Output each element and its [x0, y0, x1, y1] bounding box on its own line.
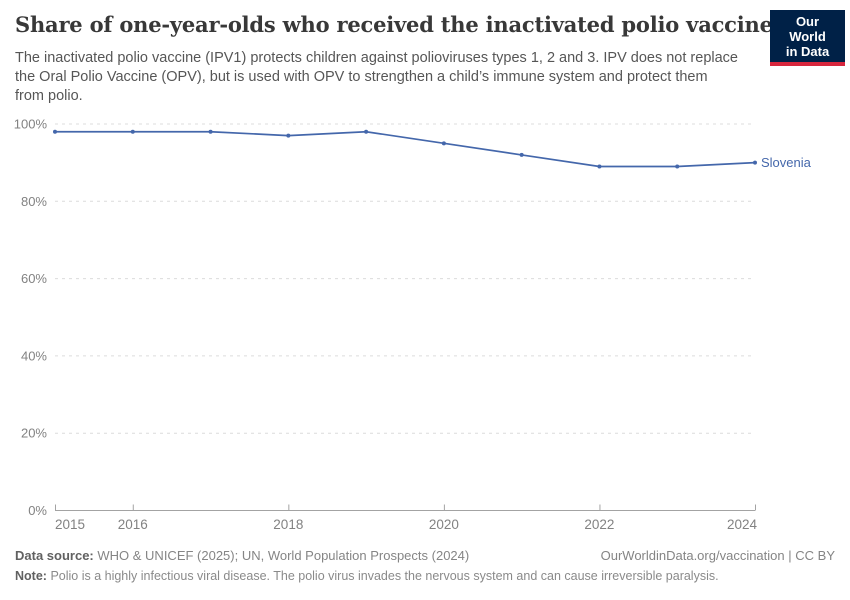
- data-source-text: WHO & UNICEF (2025); UN, World Populatio…: [97, 548, 470, 563]
- data-point[interactable]: [675, 164, 680, 169]
- footer-divider: |: [788, 548, 792, 563]
- y-axis-tick-label: 20%: [21, 426, 47, 441]
- x-axis-tick-label: 2018: [273, 517, 303, 532]
- x-axis-tick-label: 2020: [429, 517, 459, 532]
- y-axis-tick-label: 80%: [21, 194, 47, 209]
- data-point[interactable]: [286, 133, 291, 138]
- data-point[interactable]: [441, 141, 446, 146]
- data-point[interactable]: [519, 152, 524, 157]
- note-label: Note:: [15, 569, 47, 583]
- data-source-label: Data source:: [15, 548, 94, 563]
- license-link[interactable]: CC BY: [795, 548, 835, 563]
- series-end-label[interactable]: Slovenia: [761, 155, 812, 170]
- x-axis-tick-label: 2016: [118, 517, 148, 532]
- y-axis-tick-label: 60%: [21, 271, 47, 286]
- data-point[interactable]: [753, 160, 757, 165]
- data-point[interactable]: [597, 164, 602, 169]
- note-text: Polio is a highly infectious viral disea…: [50, 569, 719, 583]
- x-axis-tick-label: 2024: [727, 517, 758, 532]
- trend-line[interactable]: [55, 130, 756, 168]
- chart-note: Note: Polio is a highly infectious viral…: [15, 569, 835, 583]
- x-axis-tick-label: 2015: [55, 517, 85, 532]
- owid-logo: Our World in Data: [770, 10, 845, 66]
- data-source-line: Data source: WHO & UNICEF (2025); UN, Wo…: [15, 548, 469, 563]
- x-axis-tick-label: 2022: [584, 517, 614, 532]
- chart-subtitle: The inactivated polio vaccine (IPV1) pro…: [15, 50, 738, 104]
- y-axis-tick-label: 40%: [21, 348, 47, 363]
- logo-line-2: in Data: [785, 44, 830, 59]
- footer-links: OurWorldinData.org/vaccination | CC BY: [601, 548, 835, 563]
- y-axis-tick-label: 100%: [14, 117, 48, 132]
- y-axis-tick-label: 0%: [28, 503, 47, 518]
- page-title: Share of one-year-olds who received the …: [15, 12, 773, 37]
- data-point[interactable]: [130, 129, 135, 134]
- data-point[interactable]: [364, 129, 369, 134]
- logo-line-1: Our World: [789, 14, 826, 44]
- data-point[interactable]: [208, 129, 213, 134]
- owid-url-link[interactable]: OurWorldinData.org/vaccination: [600, 548, 785, 563]
- data-point[interactable]: [53, 129, 57, 134]
